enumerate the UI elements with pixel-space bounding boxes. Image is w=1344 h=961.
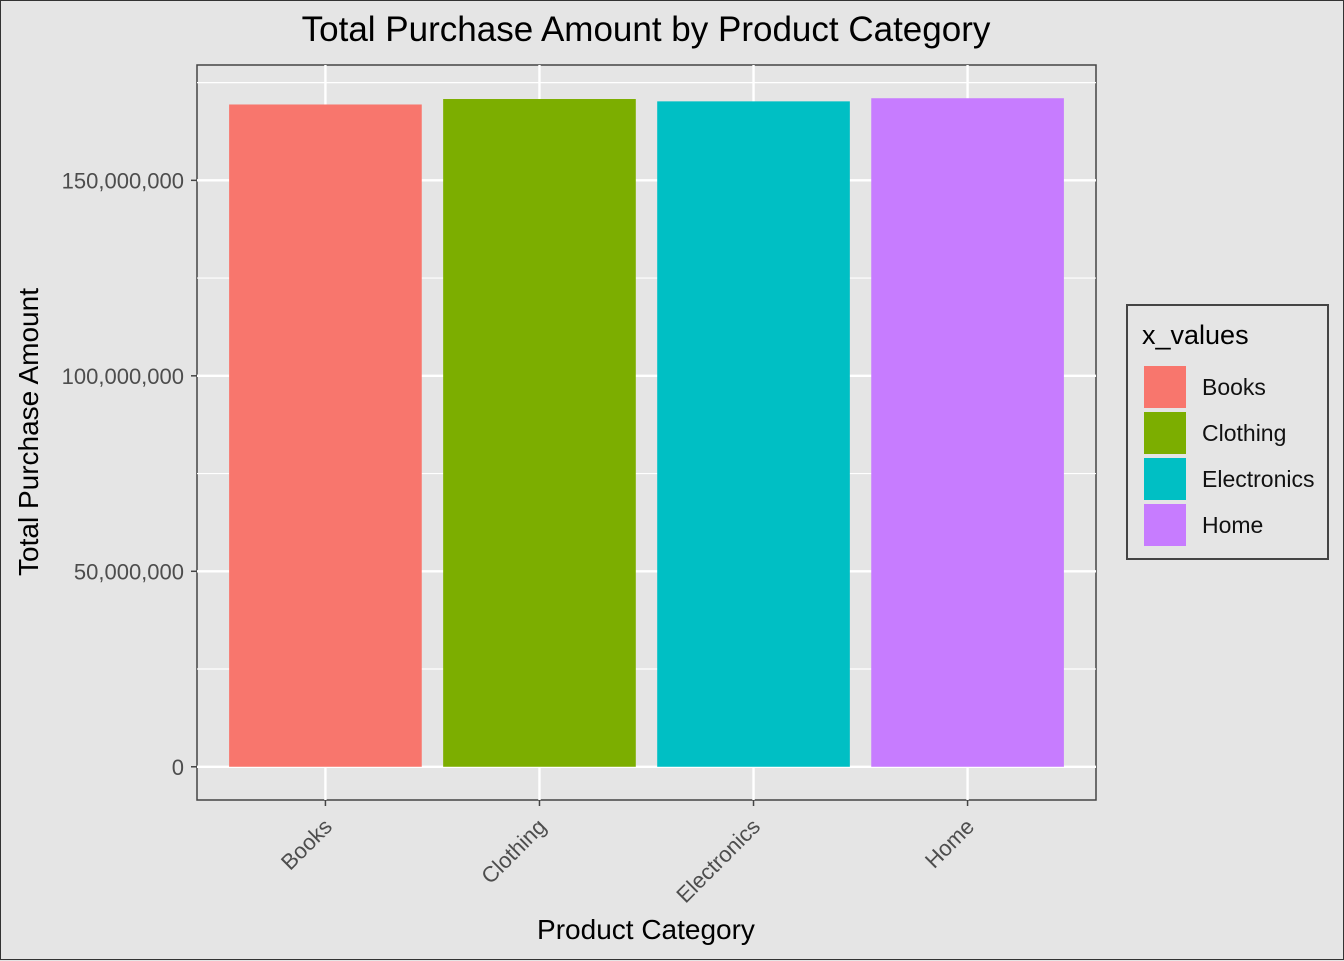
legend-key-clothing	[1144, 412, 1186, 454]
legend-label-books: Books	[1202, 374, 1266, 400]
y-axis-label: Total Purchase Amount	[13, 288, 44, 576]
legend-label-clothing: Clothing	[1202, 420, 1287, 446]
y-axis-ticks: 0 50,000,000 100,000,000 150,000,000	[62, 168, 197, 780]
legend: x_values Books Clothing Electronics Home	[1126, 304, 1329, 560]
y-tick-label: 50,000,000	[74, 559, 184, 584]
bar-clothing	[443, 99, 636, 767]
legend-item-books: Books	[1144, 366, 1324, 408]
chart-title: Total Purchase Amount by Product Categor…	[302, 10, 991, 49]
legend-key-electronics	[1144, 458, 1186, 500]
legend-label-home: Home	[1202, 512, 1264, 538]
bar-electronics	[657, 101, 850, 767]
legend-key-books	[1144, 366, 1186, 408]
legend-item-clothing: Clothing	[1144, 412, 1324, 454]
bars	[229, 98, 1064, 767]
bar-books	[229, 104, 422, 767]
x-axis-label: Product Category	[537, 914, 755, 945]
legend-item-electronics: Electronics	[1144, 458, 1324, 500]
legend-key-home	[1144, 504, 1186, 546]
x-tick-label-clothing: Clothing	[476, 814, 551, 889]
x-tick-label-home: Home	[920, 814, 979, 873]
x-axis-ticks: Books Clothing Electronics Home	[276, 800, 979, 908]
legend-title: x_values	[1142, 320, 1249, 350]
y-tick-label: 150,000,000	[62, 168, 184, 193]
x-tick-label-books: Books	[276, 814, 337, 875]
bar-home	[871, 98, 1064, 767]
y-tick-label: 0	[172, 755, 184, 780]
x-tick-label-electronics: Electronics	[671, 814, 765, 908]
legend-item-home: Home	[1144, 504, 1324, 546]
y-tick-label: 100,000,000	[62, 364, 184, 389]
legend-label-electronics: Electronics	[1202, 466, 1315, 492]
